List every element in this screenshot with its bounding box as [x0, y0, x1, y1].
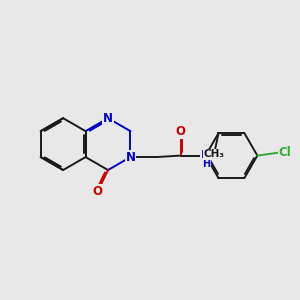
Text: CH₃: CH₃ [204, 149, 225, 159]
Text: Cl: Cl [279, 146, 291, 159]
Text: H: H [202, 159, 210, 169]
Text: N: N [200, 149, 211, 162]
Text: N: N [103, 112, 113, 125]
Text: N: N [125, 151, 136, 164]
Text: O: O [93, 185, 103, 198]
Text: O: O [176, 125, 185, 138]
